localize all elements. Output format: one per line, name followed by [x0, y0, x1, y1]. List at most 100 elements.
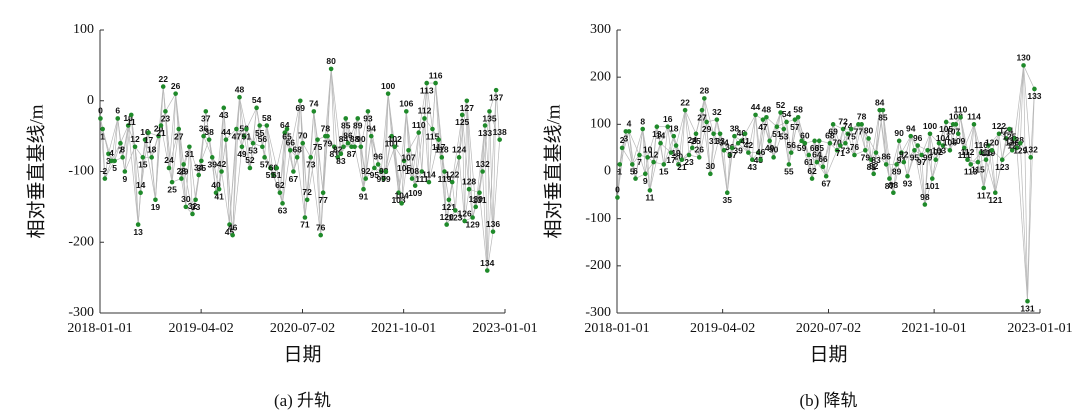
node-label: 78: [857, 112, 867, 122]
node-label: 90: [356, 134, 366, 144]
node: [213, 190, 219, 196]
node: [1021, 63, 1026, 68]
edge: [360, 146, 367, 179]
edge: [816, 161, 827, 177]
edge: [374, 167, 384, 179]
node: [385, 91, 391, 96]
node-label: 122: [992, 121, 1006, 131]
node: [308, 155, 314, 160]
node-label: 57: [260, 160, 270, 170]
edge: [330, 68, 342, 154]
edge: [104, 160, 115, 179]
edge: [310, 111, 315, 158]
node-label: 20: [154, 123, 164, 133]
node: [626, 129, 632, 134]
node: [297, 98, 303, 104]
node: [848, 126, 854, 132]
edge: [313, 111, 322, 236]
node-label: 72: [302, 187, 312, 197]
edge: [418, 83, 428, 133]
edge: [963, 147, 972, 165]
node-label: 33: [191, 202, 201, 212]
node: [181, 162, 186, 167]
node-label: 76: [850, 142, 860, 152]
node: [250, 140, 256, 146]
node-label: 31: [709, 136, 719, 146]
node-label: 32: [712, 107, 722, 117]
node: [753, 112, 758, 118]
edge: [865, 150, 875, 174]
node-label: 23: [684, 157, 694, 167]
node: [981, 185, 987, 191]
edge: [829, 124, 834, 144]
node: [905, 173, 910, 179]
y-tick-label: -200: [68, 234, 94, 249]
edge: [698, 98, 705, 158]
node-label: 42: [744, 140, 754, 150]
edge: [266, 125, 278, 169]
node: [190, 211, 195, 217]
node-label: 30: [706, 161, 716, 171]
node: [795, 114, 801, 120]
edge: [726, 136, 735, 193]
edge: [232, 97, 240, 236]
node-label: 138: [493, 127, 507, 137]
node: [689, 145, 695, 151]
edge: [980, 152, 985, 189]
node: [203, 109, 209, 114]
y-tick-label: 100: [73, 22, 94, 37]
edge: [426, 83, 430, 183]
y-tick-label: -100: [68, 164, 94, 179]
node: [654, 124, 660, 129]
edge: [695, 133, 700, 158]
node-label: 64: [280, 120, 290, 130]
node: [464, 98, 470, 104]
edge: [628, 131, 640, 156]
node-label: 13: [652, 129, 662, 139]
edge: [225, 139, 233, 236]
edge: [414, 132, 420, 186]
node: [480, 169, 485, 174]
node-label: 121: [988, 195, 1002, 205]
edge: [484, 125, 488, 271]
edge: [225, 139, 230, 225]
node-label: 19: [671, 148, 681, 158]
node: [315, 137, 320, 142]
node-label: 99: [381, 174, 391, 184]
edge: [942, 121, 947, 146]
edge: [1023, 65, 1032, 158]
node-label: 96: [373, 152, 383, 162]
y-axis-label: 相对垂直基线/m: [542, 104, 564, 238]
node-label: 7: [637, 157, 642, 167]
edge: [211, 157, 217, 193]
node: [852, 152, 857, 158]
node-label: 78: [321, 123, 331, 133]
edge: [181, 146, 190, 179]
edge: [468, 189, 477, 207]
edge: [239, 97, 247, 130]
edge: [424, 83, 428, 119]
node: [933, 157, 939, 163]
node-label: 12: [130, 134, 140, 144]
node-label: 122: [445, 169, 459, 179]
node: [260, 144, 265, 150]
node: [724, 190, 730, 196]
edge: [221, 171, 230, 225]
edge: [684, 110, 693, 148]
edge: [967, 124, 975, 160]
node-label: 73: [841, 145, 851, 155]
edge: [949, 133, 959, 151]
edge: [713, 133, 725, 151]
edge: [1001, 128, 1010, 160]
node: [112, 158, 117, 164]
edge: [924, 133, 931, 205]
edge: [492, 139, 501, 232]
node: [880, 107, 886, 113]
edges: [100, 68, 501, 271]
edge: [111, 118, 119, 161]
edge: [495, 90, 501, 140]
x-axis-label: 日期: [283, 343, 321, 365]
edge: [317, 139, 322, 236]
edge: [385, 136, 393, 172]
edge: [458, 157, 465, 222]
